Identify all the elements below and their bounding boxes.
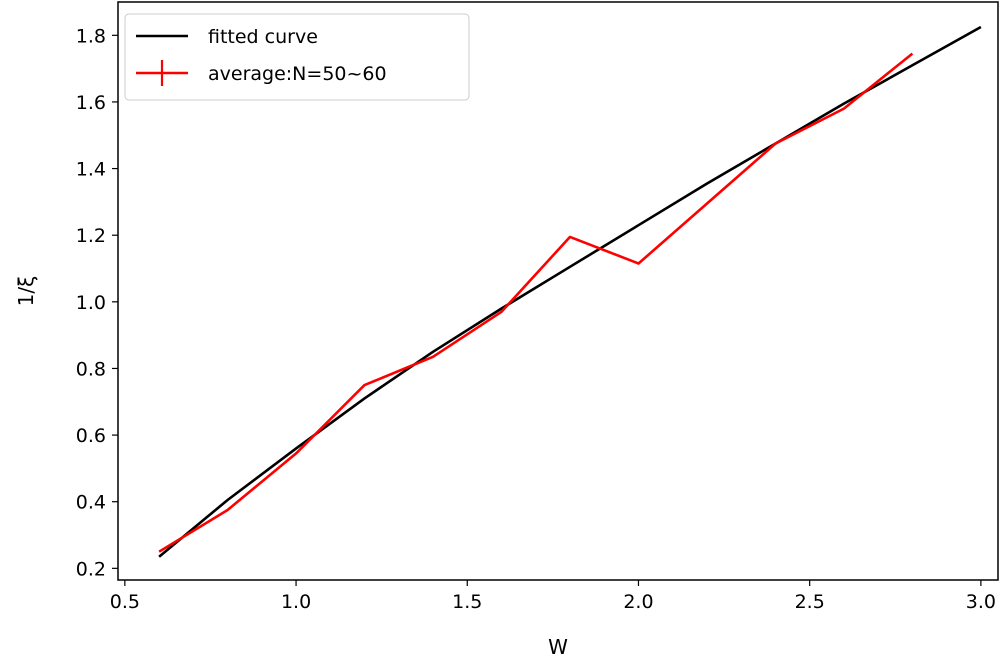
legend: fitted curve average:N=50~60 — [124, 13, 470, 101]
x-tick-label: 2.0 — [623, 591, 653, 613]
plot-frame — [117, 1, 999, 581]
plot-lines — [158, 25, 982, 558]
y-tick-label: 0.2 — [76, 558, 106, 580]
y-tick-label: 1.0 — [76, 292, 106, 314]
y-tick-label: 0.6 — [76, 425, 106, 447]
legend-label-1: average:N=50~60 — [208, 63, 387, 85]
series-line-0 — [158, 25, 982, 558]
y-tick-label: 0.4 — [76, 492, 106, 514]
y-axis: 0.2 0.4 0.6 0.8 1.0 1.2 1.4 1.6 1.8 — [76, 25, 118, 580]
y-tick-label: 1.2 — [76, 225, 106, 247]
y-tick-label: 1.6 — [76, 92, 106, 114]
series-line-1 — [158, 52, 914, 553]
x-tick-label: 1.0 — [281, 591, 311, 613]
x-axis-label: W — [548, 635, 568, 659]
y-tick-label: 0.8 — [76, 358, 106, 380]
x-axis: 0.5 1.0 1.5 2.0 2.5 3.0 — [110, 580, 996, 613]
x-tick-label: 1.5 — [452, 591, 482, 613]
legend-label-0: fitted curve — [208, 26, 318, 48]
x-tick-label: 0.5 — [110, 591, 140, 613]
x-tick-label: 2.5 — [795, 591, 825, 613]
y-tick-label: 1.8 — [76, 25, 106, 47]
y-tick-label: 1.4 — [76, 159, 106, 181]
legend-box — [124, 13, 470, 101]
x-tick-label: 3.0 — [966, 591, 996, 613]
legend-entries: fitted curve average:N=50~60 — [136, 26, 387, 86]
y-axis-label: 1/ξ — [14, 276, 38, 307]
